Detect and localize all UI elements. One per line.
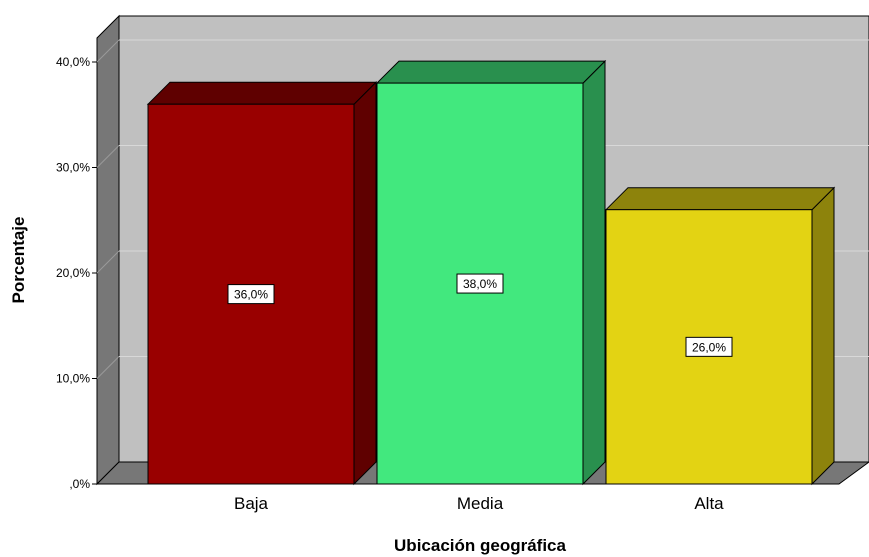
data-label: 38,0%: [463, 277, 497, 291]
bar-top: [604, 187, 836, 211]
bar-alta: 26,0%: [604, 186, 836, 486]
data-label-box: [227, 284, 275, 305]
gridline-side: [96, 145, 120, 168]
y-tick-label: 30,0%: [56, 161, 90, 175]
chart-bars: 36,0% 38,0% 26,0%: [146, 59, 836, 486]
data-label-box: [685, 336, 733, 357]
bar-side: [811, 186, 835, 486]
x-tick-label: Alta: [694, 494, 724, 513]
left-wall: [96, 14, 120, 486]
gridline-side: [96, 39, 120, 63]
y-tick-label: ,0%: [69, 477, 90, 491]
gridline-side: [96, 356, 120, 379]
y-tick-label: 10,0%: [56, 372, 90, 386]
bar-side: [353, 80, 377, 486]
y-tick-label: 20,0%: [56, 266, 90, 280]
x-tick-label: Baja: [234, 494, 269, 513]
data-label: 36,0%: [234, 288, 268, 302]
data-label-box: [456, 273, 504, 294]
x-tick-label: Media: [457, 494, 504, 513]
bar-baja: 36,0%: [146, 80, 378, 486]
bar-side: [582, 59, 606, 486]
bar-top: [375, 60, 607, 84]
y-tick-label: 40,0%: [56, 55, 90, 69]
bar-media: 38,0%: [375, 59, 607, 486]
bar-top: [146, 81, 378, 105]
x-axis-title: Ubicación geográfica: [394, 536, 566, 555]
x-axis-ticks: Baja Media Alta: [234, 494, 724, 513]
y-axis-title: Porcentaje: [9, 217, 28, 304]
data-label: 26,0%: [692, 340, 726, 354]
y-axis-ticks: ,0% 10,0% 20,0% 30,0% 40,0%: [56, 55, 97, 491]
gridline-side: [96, 250, 120, 274]
